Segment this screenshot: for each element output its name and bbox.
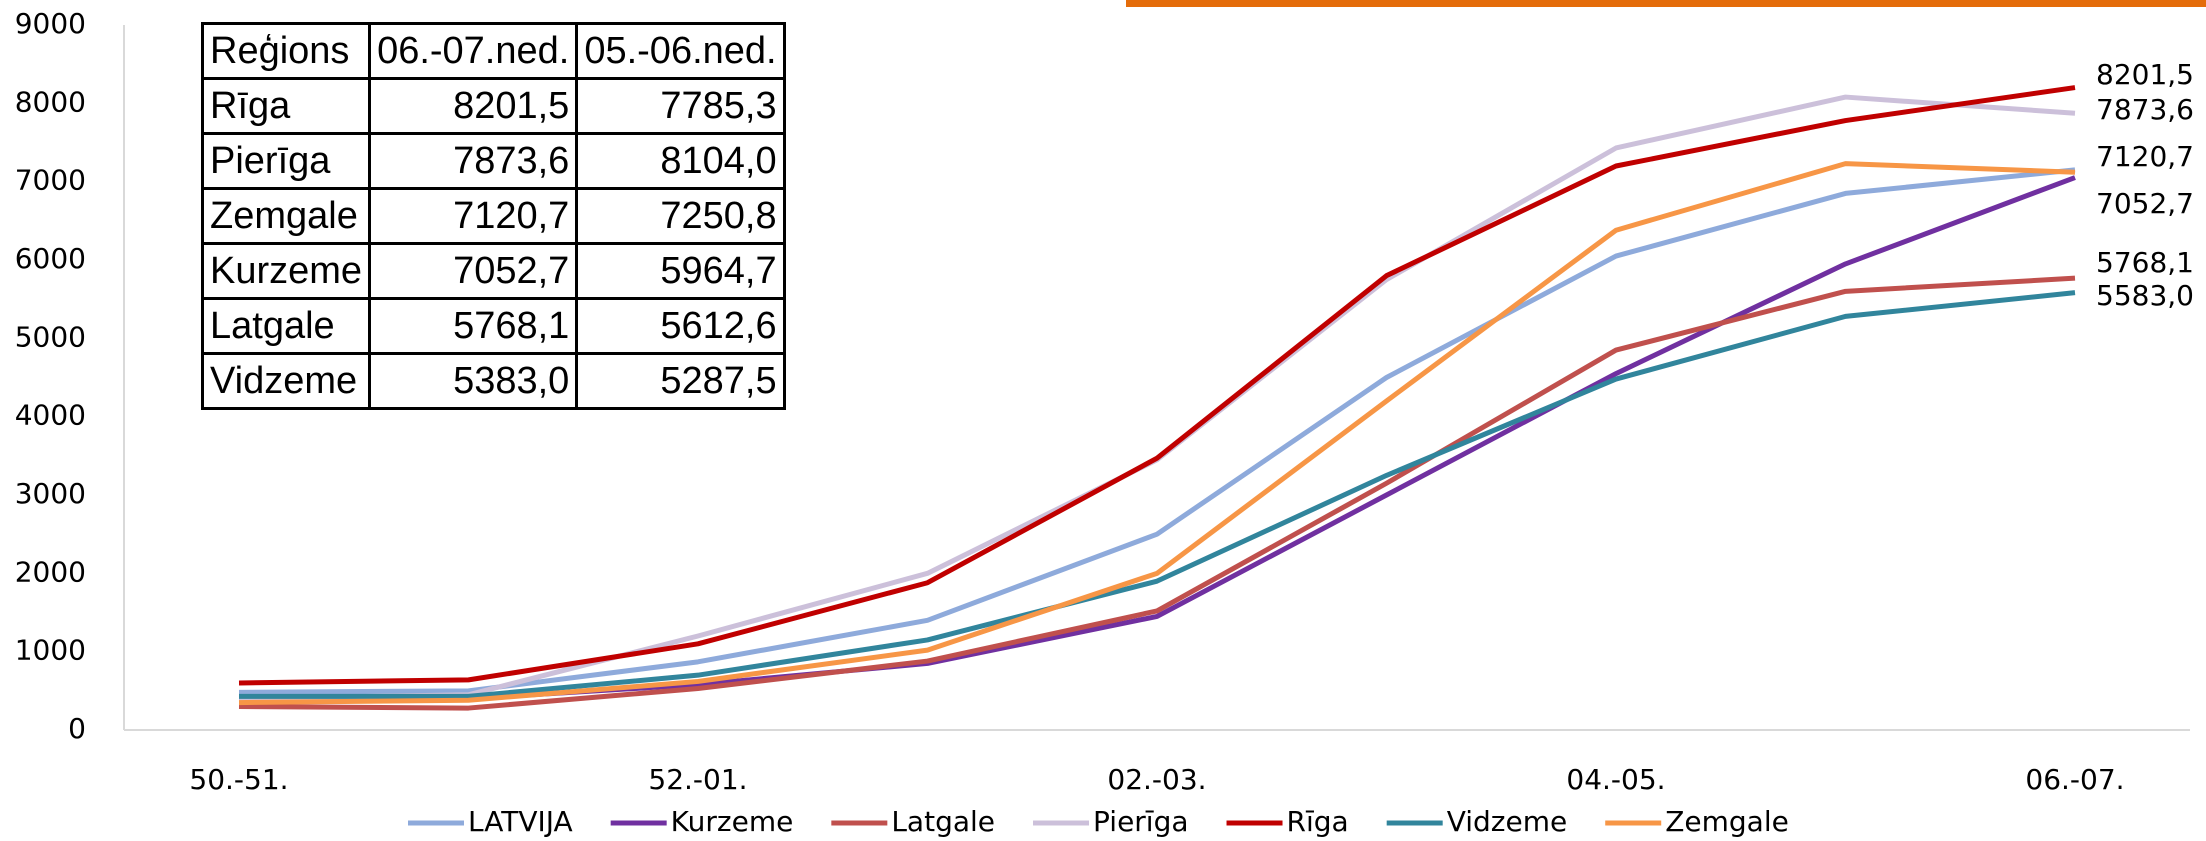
y-tick-label: 3000 [15, 477, 86, 510]
legend-label: Rīga [1287, 805, 1349, 838]
table-cell: 7250,8 [575, 187, 786, 245]
y-tick-label: 8000 [15, 85, 86, 118]
table-cell: Latgale [200, 297, 372, 355]
legend-label: LATVIJA [468, 805, 573, 838]
table-row: Zemgale 7120,7 7250,8 [200, 187, 786, 245]
table-row: Rīga 8201,5 7785,3 [200, 77, 786, 135]
series-line [238, 161, 2076, 706]
table-cell: 7052,7 [368, 242, 579, 300]
table-cell: Rīga [200, 77, 372, 135]
table-row: Pierīga 7873,6 8104,0 [200, 132, 786, 190]
y-tick-label: 6000 [15, 242, 86, 275]
x-tick-label: 04.-05. [1566, 763, 1665, 796]
table-cell: Kurzeme [200, 242, 372, 300]
legend-label: Vidzeme [1447, 805, 1568, 838]
series-line [238, 275, 2076, 711]
table-cell: 8201,5 [368, 77, 579, 135]
y-tick-label: 5000 [15, 320, 86, 353]
table-cell: 5964,7 [575, 242, 786, 300]
y-tick-label: 9000 [15, 7, 86, 40]
table-cell: Vidzeme [200, 352, 372, 410]
x-tick-label: 50.-51. [189, 763, 288, 796]
legend-label: Kurzeme [671, 805, 794, 838]
y-tick-label: 0 [68, 712, 86, 745]
data-label: 5768,1 [2096, 246, 2194, 279]
table-row: Kurzeme 7052,7 5964,7 [200, 242, 786, 300]
x-tick-label: 02.-03. [1107, 763, 1206, 796]
data-label: 7873,6 [2096, 93, 2194, 126]
data-label: 7052,7 [2096, 187, 2194, 220]
table-row: Vidzeme 5383,0 5287,5 [200, 352, 786, 410]
x-tick-label: 06.-07. [2025, 763, 2124, 796]
y-tick-label: 7000 [15, 164, 86, 197]
table-cell: 8104,0 [575, 132, 786, 190]
data-label: 7120,7 [2096, 140, 2194, 173]
table-cell: 5383,0 [368, 352, 579, 410]
y-tick-label: 2000 [15, 555, 86, 588]
series-line [238, 167, 2076, 695]
title-bar [1126, 0, 2206, 7]
table-cell: Zemgale [200, 187, 372, 245]
y-tick-label: 1000 [15, 634, 86, 667]
legend-label: Latgale [891, 805, 995, 838]
x-tick-label: 52.-01. [648, 763, 747, 796]
table-row: Reģions 06.-07.ned. 05.-06.ned. [200, 22, 786, 80]
series-line [238, 85, 2076, 686]
data-label: 8201,5 [2096, 58, 2194, 91]
table-cell: 7873,6 [368, 132, 579, 190]
series-line [239, 290, 2076, 699]
table-cell: 05.-06.ned. [575, 22, 786, 80]
table-cell: Reģions [200, 22, 372, 80]
table-cell: 7120,7 [368, 187, 579, 245]
table-cell: 7785,3 [575, 77, 786, 135]
table-cell: 06.-07.ned. [368, 22, 579, 80]
data-label: 5583,0 [2096, 279, 2194, 312]
table-cell: 5768,1 [368, 297, 579, 355]
table-cell: 5612,6 [575, 297, 786, 355]
table-cell: 5287,5 [575, 352, 786, 410]
table-cell: Pierīga [200, 132, 372, 190]
y-tick-label: 4000 [15, 399, 86, 432]
summary-table: Reģions 06.-07.ned. 05.-06.ned. Rīga 8201,5 7… [200, 22, 786, 410]
legend-label: Zemgale [1665, 805, 1789, 838]
table-row: Latgale 5768,1 5612,6 [200, 297, 786, 355]
legend-label: Pierīga [1093, 805, 1189, 838]
